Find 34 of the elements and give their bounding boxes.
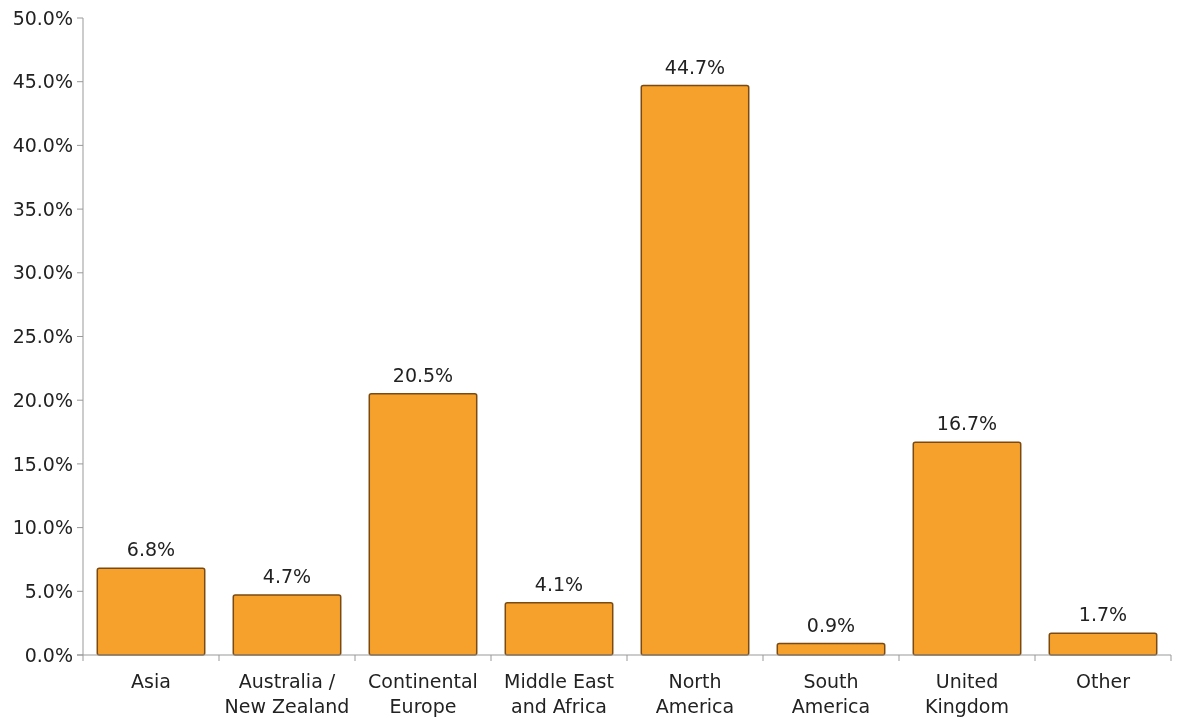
x-tick-label: Continental Europe	[368, 670, 478, 717]
bar	[912, 441, 1022, 656]
x-tick-label: South America	[791, 670, 871, 717]
y-tick-label: 20.0%	[12, 388, 73, 411]
y-tick-label: 40.0%	[12, 134, 73, 157]
bar	[504, 602, 614, 656]
y-tick-label: 5.0%	[24, 579, 73, 602]
x-tick-label: Other	[1076, 670, 1131, 692]
y-tick-label: 0.0%	[24, 643, 73, 666]
y-tick-label: 50.0%	[12, 6, 73, 29]
bar	[232, 594, 342, 656]
x-tick-label: Australia / New Zealand	[224, 670, 350, 717]
y-tick-label: 35.0%	[12, 197, 73, 220]
data-label: 4.1%	[534, 572, 584, 595]
data-label: 44.7%	[664, 55, 726, 78]
data-label: 16.7%	[936, 412, 998, 435]
bar	[368, 393, 478, 656]
bar	[640, 84, 750, 656]
x-tick-label: Middle East and Africa	[504, 670, 614, 717]
data-label: 0.9%	[806, 613, 856, 636]
y-tick-label: 45.0%	[12, 70, 73, 93]
x-tick-label: Asia	[131, 670, 171, 692]
y-tick-label: 25.0%	[12, 325, 73, 348]
data-label: 1.7%	[1078, 603, 1128, 626]
data-label: 4.7%	[262, 565, 312, 588]
x-tick-label: United Kingdom	[924, 670, 1010, 717]
data-label: 20.5%	[392, 363, 454, 386]
y-tick-label: 15.0%	[12, 452, 73, 475]
x-tick-label: North America	[655, 670, 735, 717]
y-tick-label: 30.0%	[12, 261, 73, 284]
bar	[96, 567, 206, 656]
y-tick-label: 10.0%	[12, 516, 73, 539]
bar	[1048, 632, 1158, 656]
data-label: 6.8%	[126, 538, 176, 561]
